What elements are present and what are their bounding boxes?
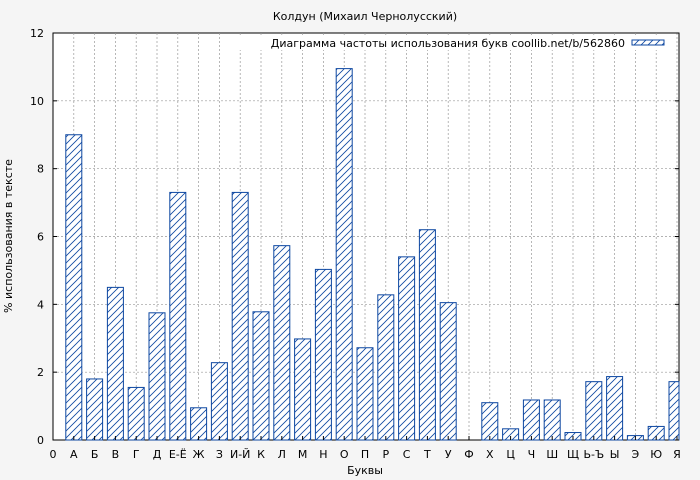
y-tick-label: 0 <box>37 434 44 447</box>
x-tick-label: А <box>70 448 78 461</box>
x-tick-label: Н <box>319 448 327 461</box>
x-tick-label: П <box>361 448 369 461</box>
x-tick-label: Р <box>382 448 389 461</box>
bar-С <box>398 256 416 441</box>
bar-Ч <box>522 399 540 441</box>
bar-Е-Ё <box>169 191 187 441</box>
x-tick-label: Я <box>673 448 681 461</box>
chart-title: Колдун (Михаил Чернолусский) <box>273 10 457 23</box>
bar-И-Й <box>231 191 249 441</box>
x-tick-label: Ц <box>506 448 515 461</box>
x-tick-label: К <box>257 448 265 461</box>
y-axis-label: % использования в тексте <box>2 159 15 313</box>
bar-Ы <box>606 376 624 441</box>
x-tick-label: Ч <box>528 448 536 461</box>
legend-background <box>238 36 674 50</box>
y-tick-label: 4 <box>37 298 44 311</box>
y-tick-label: 10 <box>30 95 44 108</box>
x-tick-label: Ы <box>610 448 620 461</box>
bar-Я <box>668 381 680 441</box>
x-tick-label: 0 <box>50 448 57 461</box>
bar-М <box>294 338 312 441</box>
x-tick-label: Ш <box>546 448 558 461</box>
bar-Ж <box>190 407 208 441</box>
y-tick-label: 8 <box>37 163 44 176</box>
bar-Б <box>86 378 104 441</box>
x-tick-label: Д <box>153 448 162 461</box>
x-tick-label: З <box>216 448 223 461</box>
x-tick-label: О <box>340 448 349 461</box>
bar-Н <box>314 268 332 441</box>
bar-О <box>335 68 353 441</box>
x-tick-label: Л <box>278 448 286 461</box>
y-tick-label: 12 <box>30 27 44 40</box>
x-tick-label: Щ <box>567 448 579 461</box>
y-tick-label: 6 <box>37 231 44 244</box>
bar-К <box>252 311 270 441</box>
x-tick-label: У <box>445 448 452 461</box>
bar-З <box>210 362 228 441</box>
bar-П <box>356 347 374 441</box>
x-tick-label: Э <box>632 448 640 461</box>
legend-swatch <box>631 39 665 46</box>
bars <box>65 68 680 441</box>
x-tick-label: Ф <box>464 448 473 461</box>
x-tick-label: С <box>403 448 411 461</box>
x-tick-label: Ь-Ъ <box>583 448 604 461</box>
x-tick-label: Б <box>91 448 99 461</box>
x-tick-label: В <box>112 448 120 461</box>
x-tick-label: Г <box>133 448 140 461</box>
x-tick-label: Ю <box>650 448 662 461</box>
x-tick-label: И-Й <box>230 448 250 461</box>
legend-label: Диаграмма частоты использования букв coo… <box>271 37 625 50</box>
bar-Г <box>127 386 145 441</box>
bar-Ш <box>543 399 561 441</box>
bar-Р <box>377 294 395 441</box>
bar-Л <box>273 245 291 441</box>
x-tick-label: Т <box>423 448 431 461</box>
bar-Х <box>481 402 499 441</box>
x-tick-label: Е-Ё <box>169 448 187 461</box>
bar-В <box>106 286 124 441</box>
y-axis: 0 2 4 6 8 10 12 <box>30 27 679 447</box>
y-tick-label: 2 <box>37 366 44 379</box>
x-axis-label: Буквы <box>347 464 383 477</box>
x-tick-label: Х <box>486 448 494 461</box>
legend: Диаграмма частоты использования букв coo… <box>238 36 674 50</box>
x-tick-label: М <box>298 448 308 461</box>
bar-Д <box>148 312 166 441</box>
x-tick-label: Ж <box>193 448 205 461</box>
x-axis: 0 А Б В Г Д Е-Ё Ж З И-Й К Л М Н О П Р С Т У Ф Х Ц Ч Ш Щ Ь-Ъ Ы Э Ю Я <box>50 436 681 461</box>
bar-Т <box>418 229 436 441</box>
bar-У <box>439 302 457 441</box>
bar-Ь-Ъ <box>585 381 603 441</box>
bar-А <box>65 134 83 441</box>
